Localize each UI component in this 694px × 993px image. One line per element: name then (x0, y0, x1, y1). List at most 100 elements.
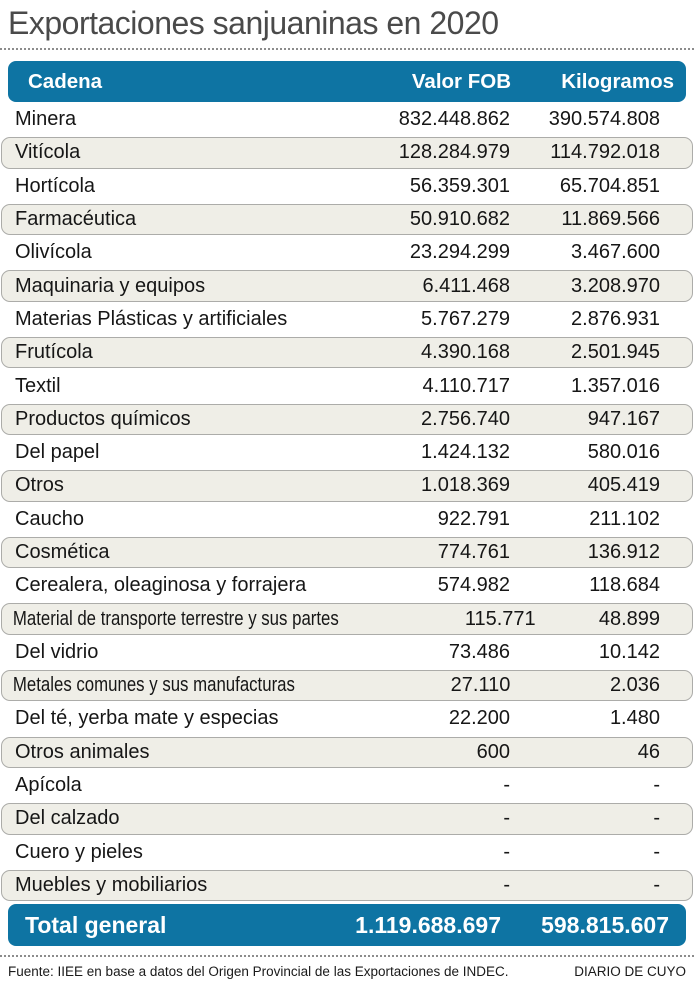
row-valor-fob-value: 4.390.168 (421, 341, 510, 364)
row-kilogramos-value: 114.792.018 (550, 141, 660, 164)
row-valor-fob-value: 22.200 (448, 707, 510, 730)
row-cadena-label: Farmacéutica (15, 208, 137, 231)
row-valor-fob-value: 600 (476, 740, 510, 763)
row-valor-fob-value: 128.284.979 (398, 141, 510, 164)
export-table-infographic: Exportaciones sanjuaninas en 2020 Cadena… (0, 4, 694, 993)
row-cadena-label: Apícola (15, 774, 82, 797)
row-kilogramos-value: 390.574.808 (548, 108, 660, 131)
row-cadena-label: Minera (15, 108, 77, 131)
row-valor-fob-value: - (503, 873, 510, 896)
row-kilogramos-value: 1.357.016 (571, 374, 660, 397)
table-row: Farmacéutica 50.910.682 11.869.566 (1, 203, 693, 236)
table-row: Del papel 1.424.132 580.016 (1, 437, 693, 468)
row-valor-fob-value: 1.424.132 (421, 441, 510, 464)
row-valor-fob-value: 922.791 (437, 507, 510, 530)
table-row: Textil 4.110.717 1.357.016 (1, 370, 693, 401)
row-kilogramos-value: - (653, 774, 660, 797)
row-kilogramos-value: 11.869.566 (561, 208, 660, 231)
row-cadena-label: Olivícola (15, 241, 92, 264)
row-valor-fob-value: 115.771 (464, 607, 536, 630)
row-cadena-label: Cuero y pieles (15, 840, 143, 863)
row-kilogramos-value: - (653, 840, 660, 863)
column-header-valor-fob: Valor FOB (411, 69, 511, 93)
publisher-credit: DIARIO DE CUYO (574, 964, 686, 980)
row-cadena-label: Hortícola (15, 174, 96, 197)
row-kilogramos-value: 48.899 (598, 607, 660, 630)
column-header-kilogramos: Kilogramos (561, 69, 674, 93)
table-row: Cosmética 774.761 136.912 (1, 536, 693, 569)
row-valor-fob-value: 50.910.682 (409, 208, 510, 231)
row-valor-fob-value: 574.982 (437, 574, 510, 597)
row-cadena-label: Metales comunes y sus manufacturas (12, 674, 295, 697)
row-kilogramos-value: 118.684 (589, 574, 660, 597)
source-note: Fuente: IIEE en base a datos del Origen … (8, 964, 509, 980)
row-kilogramos-value: 405.419 (587, 474, 660, 497)
table-row: Cuero y pieles - - (1, 837, 693, 868)
table-row: Otros animales 600 46 (1, 736, 693, 768)
row-kilogramos-value: - (653, 807, 660, 830)
row-kilogramos-value: - (653, 873, 660, 896)
footer: Fuente: IIEE en base a datos del Origen … (0, 957, 694, 979)
row-cadena-label: Cosmética (15, 541, 110, 563)
table-row: Productos químicos 2.756.740 947.167 (1, 403, 693, 435)
column-header-cadena: Cadena (28, 69, 103, 93)
table-row: Frutícola 4.390.168 2.501.945 (1, 337, 693, 369)
row-kilogramos-value: 211.102 (589, 507, 660, 530)
row-valor-fob-value: 23.294.299 (409, 241, 510, 264)
row-cadena-label: Textil (15, 374, 61, 397)
table-row: Apícola - - (1, 770, 693, 801)
row-cadena-label: Otros animales (15, 740, 150, 763)
total-valor-fob-value: 1.119.688.697 (355, 911, 501, 938)
table-row: Olivícola 23.294.299 3.467.600 (1, 237, 693, 268)
row-kilogramos-value: 65.704.851 (559, 174, 660, 197)
row-kilogramos-value: 580.016 (587, 441, 660, 464)
table-row: Caucho 922.791 211.102 (1, 504, 693, 535)
title-divider (0, 48, 694, 50)
row-kilogramos-value: 46 (637, 740, 660, 763)
row-cadena-label: Del té, yerba mate y especias (15, 707, 279, 730)
row-kilogramos-value: 1.480 (609, 707, 660, 730)
row-valor-fob-value: 1.018.369 (421, 474, 510, 497)
row-valor-fob-value: 73.486 (448, 640, 510, 663)
row-valor-fob-value: - (503, 774, 510, 797)
table-row: Del té, yerba mate y especias 22.200 1.4… (1, 703, 693, 734)
row-valor-fob-value: - (503, 807, 510, 830)
row-cadena-label: Frutícola (15, 341, 93, 364)
total-row: Total general 1.119.688.697 598.815.607 (8, 904, 686, 947)
row-valor-fob-value: 6.411.468 (422, 274, 511, 297)
total-kilogramos-value: 598.815.607 (541, 911, 669, 938)
table-body: Minera 832.448.862 390.574.808 Vitícola … (0, 104, 694, 902)
row-cadena-label: Otros (15, 474, 64, 497)
row-cadena-label: Del vidrio (15, 640, 99, 663)
table-row: Maquinaria y equipos 6.411.468 3.208.970 (1, 270, 693, 302)
table-row: Otros 1.018.369 405.419 (1, 470, 693, 502)
table-row: Material de transporte terrestre y sus p… (1, 603, 693, 635)
table-row: Materias Plásticas y artificiales 5.767.… (1, 304, 693, 335)
row-valor-fob-value: 832.448.862 (398, 108, 510, 131)
row-kilogramos-value: 10.142 (598, 640, 660, 663)
table-row: Vitícola 128.284.979 114.792.018 (1, 137, 693, 169)
table-header-row: Cadena Valor FOB Kilogramos (8, 61, 686, 102)
table-row: Metales comunes y sus manufacturas 27.11… (1, 670, 693, 702)
row-cadena-label: Del calzado (15, 807, 120, 830)
row-cadena-label: Productos químicos (15, 407, 191, 430)
row-cadena-label: Muebles y mobiliarios (15, 873, 208, 896)
row-cadena-label: Vitícola (15, 141, 81, 164)
row-valor-fob-value: 2.756.740 (421, 407, 510, 430)
row-kilogramos-value: 136.912 (587, 541, 660, 563)
table-row: Minera 832.448.862 390.574.808 (1, 104, 693, 135)
row-valor-fob-value: 4.110.717 (422, 374, 511, 397)
row-valor-fob-value: 27.110 (450, 674, 511, 697)
row-valor-fob-value: - (503, 840, 510, 863)
page-title: Exportaciones sanjuaninas en 2020 (8, 5, 499, 41)
row-cadena-label: Cerealera, oleaginosa y forrajera (15, 574, 307, 597)
footer-divider (0, 955, 694, 958)
row-kilogramos-value: 3.467.600 (571, 241, 660, 264)
row-cadena-label: Materias Plásticas y artificiales (15, 307, 288, 330)
table-row: Hortícola 56.359.301 65.704.851 (1, 171, 693, 202)
total-label: Total general (25, 911, 167, 938)
row-cadena-label: Caucho (15, 507, 84, 530)
row-cadena-label: Del papel (15, 441, 100, 464)
row-kilogramos-value: 947.167 (587, 407, 660, 430)
row-kilogramos-value: 2.036 (609, 674, 660, 697)
